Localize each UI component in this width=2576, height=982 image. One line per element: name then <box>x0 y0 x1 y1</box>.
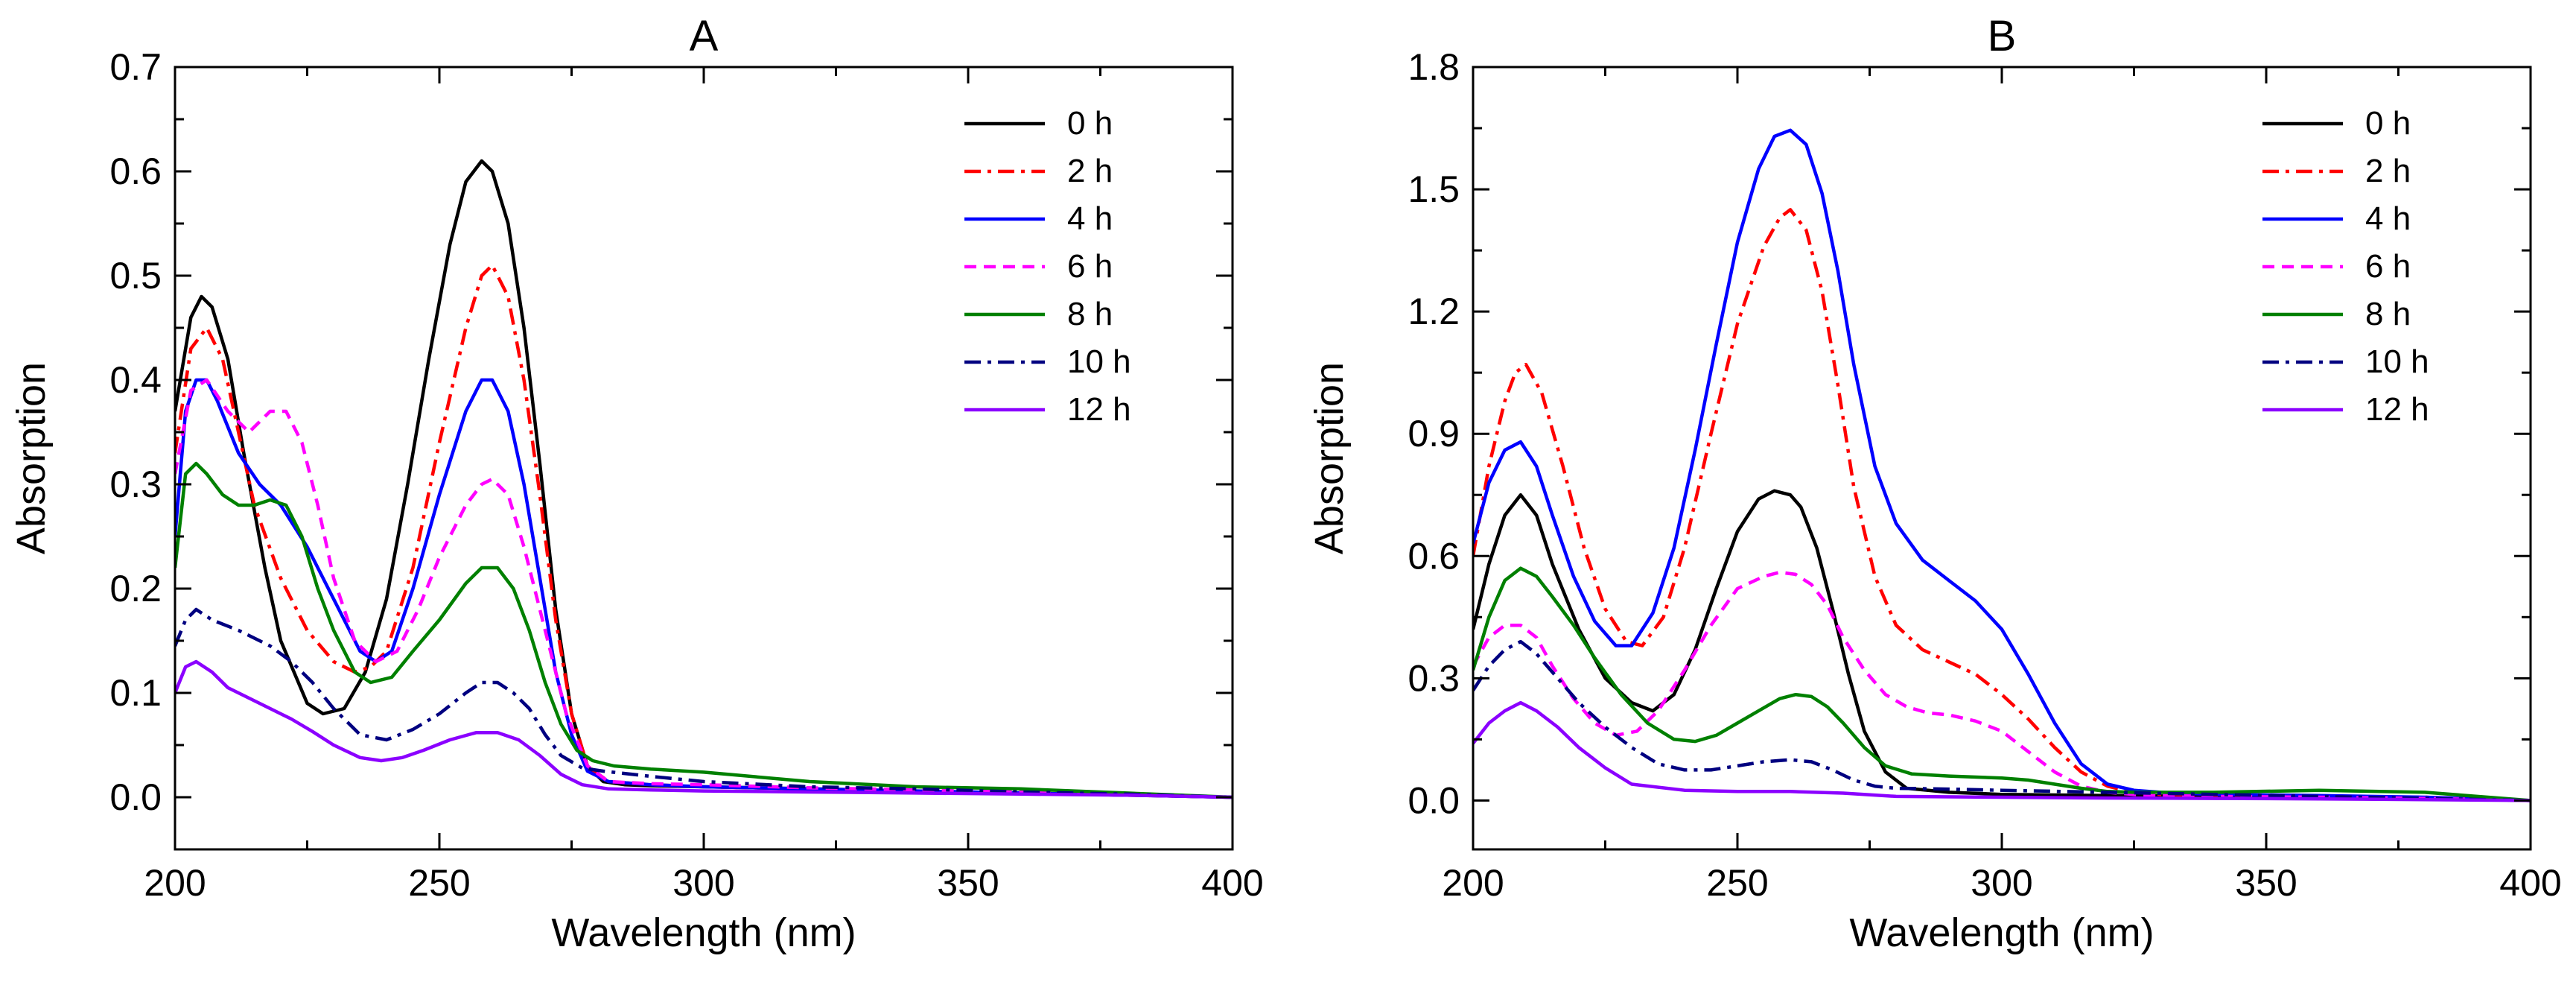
y-tick-label: 0.0 <box>1408 779 1460 821</box>
x-tick-label: 250 <box>1706 862 1768 904</box>
series-line-0h <box>1473 489 2531 802</box>
legend-label: 6 h <box>1067 248 1113 285</box>
series-line-6h <box>1473 570 2531 802</box>
x-tick-label: 300 <box>1971 862 2032 904</box>
series-line-8h <box>1473 566 2531 802</box>
y-tick-label: 0.3 <box>1408 657 1460 699</box>
series-line-4h <box>1473 128 2531 802</box>
x-tick-label: 400 <box>1201 862 1263 904</box>
legend-label: 4 h <box>2365 200 2411 237</box>
legend-label: 10 h <box>1067 343 1131 380</box>
legend-label: 2 h <box>1067 153 1113 189</box>
y-tick-label: 0.6 <box>1408 535 1460 577</box>
y-tick-label: 1.8 <box>1408 46 1460 88</box>
series-group <box>1473 128 2531 802</box>
y-tick-label: 0.5 <box>109 255 162 297</box>
y-tick-label: 0.7 <box>109 46 162 88</box>
series-line-8h <box>175 461 1233 799</box>
panel-title: B <box>1988 12 2017 60</box>
x-tick-label: 250 <box>408 862 470 904</box>
x-tick-label: 350 <box>2235 862 2297 904</box>
series-line-6h <box>175 378 1233 799</box>
series-line-12h <box>1473 700 2531 802</box>
y-tick-label: 0.0 <box>109 776 162 818</box>
y-axis-title: Absorption <box>9 362 54 554</box>
x-axis-title: Wavelength (nm) <box>1849 910 2154 955</box>
legend-label: 10 h <box>2365 343 2429 380</box>
series-group <box>175 159 1233 799</box>
legend-label: 8 h <box>1067 296 1113 332</box>
legend-label: 4 h <box>1067 200 1113 237</box>
series-line-10h <box>1473 639 2531 802</box>
y-tick-label: 0.2 <box>109 568 162 609</box>
y-tick-label: 0.6 <box>109 151 162 192</box>
legend-label: 6 h <box>2365 248 2411 285</box>
series-line-10h <box>175 607 1233 799</box>
y-tick-label: 0.9 <box>1408 413 1460 454</box>
y-axis-title: Absorption <box>1307 362 1352 554</box>
x-tick-label: 300 <box>672 862 734 904</box>
legend-label: 8 h <box>2365 296 2411 332</box>
y-tick-label: 1.5 <box>1408 168 1460 210</box>
legend-label: 0 h <box>2365 105 2411 142</box>
series-line-12h <box>175 659 1233 799</box>
panel-a: 200 250 300 350 400 0.0 0.1 0.2 0.3 0.4 0.5 0.6 0.7 W… <box>9 12 1264 955</box>
panel-title: A <box>690 12 719 60</box>
x-axis-title: Wavelength (nm) <box>551 910 856 955</box>
legend: 0 h 2 h 4 h 6 h 8 h 10 h 12 h <box>2262 105 2429 428</box>
y-tick-label: 0.1 <box>109 672 162 714</box>
panel-b: 200 250 300 350 400 0.0 0.3 0.6 0.9 1.2 1.5 1.8 Wave… <box>1307 12 2562 955</box>
legend-label: 12 h <box>1067 391 1131 428</box>
y-tick-label: 0.3 <box>109 463 162 505</box>
legend-label: 12 h <box>2365 391 2429 428</box>
x-tick-label: 200 <box>144 862 206 904</box>
legend-label: 2 h <box>2365 153 2411 189</box>
x-tick-label: 400 <box>2499 862 2561 904</box>
series-line-2h <box>1473 208 2531 802</box>
legend: 0 h 2 h 4 h 6 h 8 h 10 h 12 h <box>964 105 1131 428</box>
x-tick-label: 350 <box>937 862 999 904</box>
y-tick-label: 1.2 <box>1408 291 1460 332</box>
series-line-4h <box>175 378 1233 799</box>
y-tick-label: 0.4 <box>109 359 162 401</box>
x-tick-label: 200 <box>1442 862 1504 904</box>
legend-label: 0 h <box>1067 105 1113 142</box>
